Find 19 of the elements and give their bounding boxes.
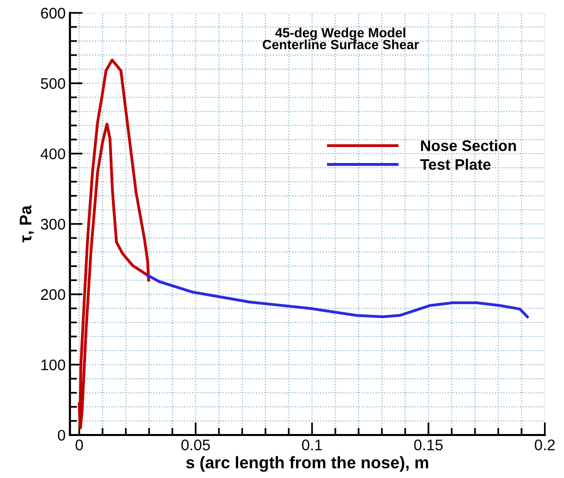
y-tick-label: 500 [40,78,66,89]
y-tick-label: 300 [40,218,66,230]
x-tick-label: 0.1 [302,440,322,450]
y-tick-label: 0 [58,430,66,441]
y-tick-label: 100 [41,360,66,370]
y-axis-title: τ, Pa [20,205,34,242]
x-axis-title: s (arc length from the nose), m [186,456,428,472]
text: 45-deg Wedge Model Centerline Surface Shear [262,28,419,50]
line-series [78,58,150,430]
x-tick-label: 0.2 [534,440,555,450]
legend-label: Test Plate [420,158,491,170]
x-tick-label: 0.15 [414,440,443,450]
x-tick-label: 0.05 [181,440,210,450]
legend-label: Nose Section [421,140,516,152]
x-tick-label: 0 [76,440,83,450]
line-series [146,274,529,318]
y-tick-label: 400 [40,148,66,160]
y-tick-label: 200 [41,289,66,300]
y-tick-label: 600 [41,8,66,19]
